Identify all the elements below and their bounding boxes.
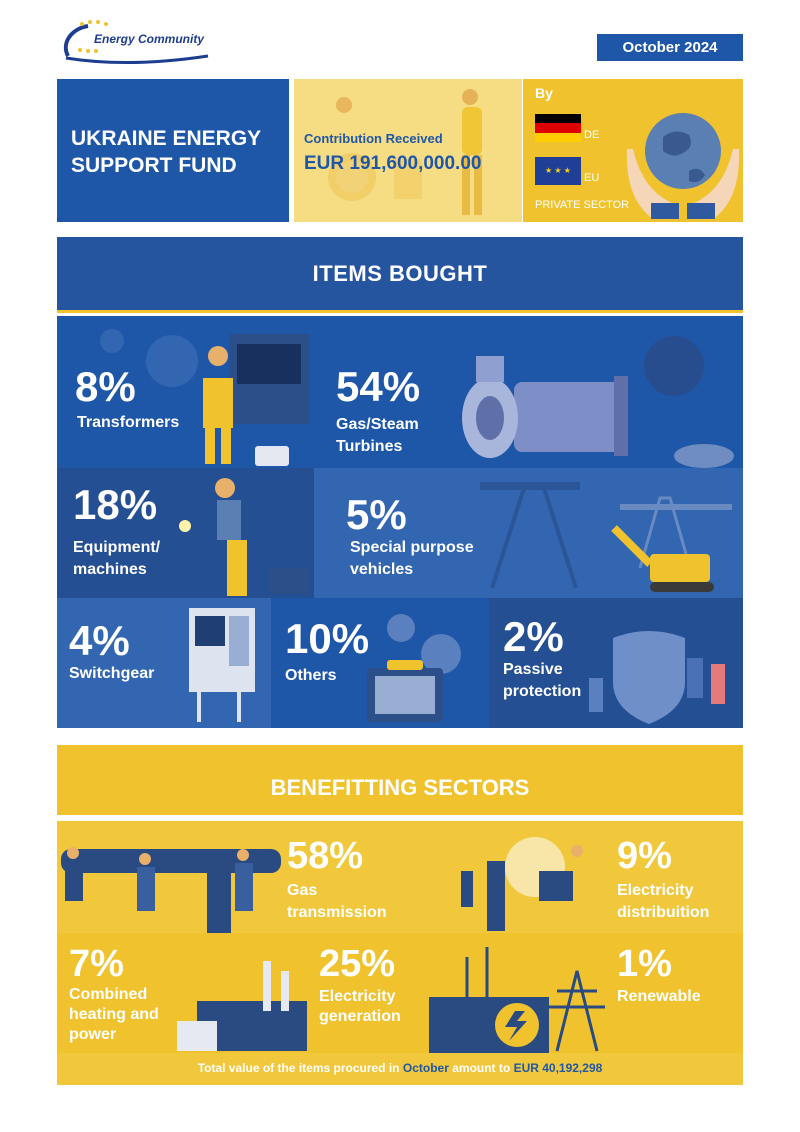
item-label-others: Others bbox=[285, 667, 337, 684]
sector-pct-gas: 58% bbox=[287, 835, 364, 877]
donor-code-eu: EU bbox=[584, 172, 600, 184]
people-coins-illustration bbox=[328, 89, 482, 215]
donors-panel: By DE ★ ★ ★ EU PRIVATE SECTOR bbox=[523, 79, 743, 222]
item-label-equipment-1: Equipment/ bbox=[73, 539, 161, 556]
item-label-vehicles-2: vehicles bbox=[350, 561, 414, 578]
contribution-value: EUR 191,600,000.00 bbox=[304, 153, 482, 174]
benefitting-sectors-body: 58% Gas transmission 9% Electricity dist… bbox=[57, 821, 743, 1085]
sector-pct-renewable: 1% bbox=[617, 943, 672, 985]
sector-label-generation-2: generation bbox=[319, 1008, 401, 1025]
logo-swoosh-icon bbox=[63, 20, 209, 65]
footer-pre: Total value of the items procured in bbox=[197, 1061, 400, 1075]
benefitting-sectors-header: BENEFITTING SECTORS bbox=[57, 745, 743, 818]
item-label-transformers: Transformers bbox=[77, 414, 180, 431]
by-label: By bbox=[535, 85, 553, 101]
item-tile-transformers: 8% Transformers bbox=[57, 316, 314, 468]
battery-gears-illustration bbox=[367, 614, 461, 722]
footer-mid: amount to bbox=[452, 1061, 511, 1075]
item-label-switchgear: Switchgear bbox=[69, 665, 155, 682]
sectors-illustration bbox=[57, 837, 743, 1085]
item-label-vehicles-1: Special purpose bbox=[350, 539, 474, 556]
item-pct-vehicles: 5% bbox=[346, 491, 407, 538]
energy-community-logo: Energy Community bbox=[58, 18, 218, 68]
item-tile-passive-protection: 2% Passive protection bbox=[489, 598, 743, 728]
sector-pct-chp: 7% bbox=[69, 943, 124, 985]
engineer-panel-illustration bbox=[100, 329, 309, 466]
sector-pct-distribution: 9% bbox=[617, 835, 672, 877]
items-bought-header: ITEMS BOUGHT bbox=[57, 237, 743, 313]
item-tile-switchgear: 4% Switchgear bbox=[57, 598, 271, 728]
contribution-label: Contribution Received bbox=[304, 131, 443, 146]
benefitting-sectors-title: BENEFITTING SECTORS bbox=[270, 775, 530, 800]
item-label-passive-1: Passive bbox=[503, 661, 563, 678]
item-tile-others: 10% Others bbox=[271, 598, 489, 728]
total-value-note: Total value of the items procured in Oct… bbox=[57, 1055, 743, 1081]
sector-label-chp-3: power bbox=[69, 1026, 117, 1043]
sector-label-generation-1: Electricity bbox=[319, 988, 396, 1005]
item-label-turbines-1: Gas/Steam bbox=[336, 416, 419, 433]
turbine-pump-illustration bbox=[462, 336, 734, 468]
private-sector-label: PRIVATE SECTOR bbox=[535, 199, 630, 211]
switchgear-cabinet-icon bbox=[189, 608, 255, 722]
date-badge: October 2024 bbox=[597, 34, 743, 61]
germany-flag-icon bbox=[535, 114, 581, 142]
hands-globe-icon bbox=[626, 113, 740, 219]
items-bought-title: ITEMS BOUGHT bbox=[312, 260, 488, 286]
donor-code-de: DE bbox=[584, 129, 600, 141]
item-label-passive-2: protection bbox=[503, 683, 582, 700]
item-tile-turbines: 54% Gas/Steam Turbines bbox=[314, 316, 743, 468]
item-pct-switchgear: 4% bbox=[69, 617, 130, 664]
footer-month: October bbox=[402, 1061, 449, 1075]
sector-label-distribution-1: Electricity bbox=[617, 882, 694, 899]
item-pct-others: 10% bbox=[285, 615, 370, 662]
item-pct-transformers: 8% bbox=[75, 363, 136, 410]
fund-title: UKRAINE ENERGY SUPPORT FUND bbox=[57, 79, 289, 222]
logo-text: Energy Community bbox=[94, 32, 205, 46]
excavator-crane-illustration bbox=[480, 482, 732, 592]
item-label-turbines-2: Turbines bbox=[336, 438, 403, 455]
sector-label-chp-2: heating and bbox=[69, 1006, 159, 1023]
sector-label-distribution-2: distribuition bbox=[617, 904, 710, 921]
item-pct-turbines: 54% bbox=[336, 363, 421, 410]
sector-label-gas-2: transmission bbox=[287, 904, 387, 921]
contribution-panel: Contribution Received EUR 191,600,000.00 bbox=[294, 79, 522, 222]
sector-label-renewable: Renewable bbox=[617, 988, 701, 1005]
item-tile-equipment: 18% Equipment/ machines bbox=[57, 468, 314, 598]
welder-illustration bbox=[179, 478, 309, 596]
shield-icon bbox=[589, 631, 725, 724]
item-label-equipment-2: machines bbox=[73, 561, 147, 578]
sector-label-gas-1: Gas bbox=[287, 882, 318, 899]
item-tile-vehicles: 5% Special purpose vehicles bbox=[314, 468, 743, 598]
footer-total: EUR 40,192,298 bbox=[513, 1061, 603, 1075]
sector-pct-generation: 25% bbox=[319, 943, 396, 985]
item-pct-passive: 2% bbox=[503, 613, 564, 660]
fund-title-line1: UKRAINE ENERGY bbox=[71, 127, 262, 150]
fund-title-line2: SUPPORT FUND bbox=[71, 154, 237, 177]
eu-flag-icon: ★ ★ ★ bbox=[535, 157, 581, 185]
sector-label-chp-1: Combined bbox=[69, 986, 148, 1003]
item-pct-equipment: 18% bbox=[73, 481, 158, 528]
